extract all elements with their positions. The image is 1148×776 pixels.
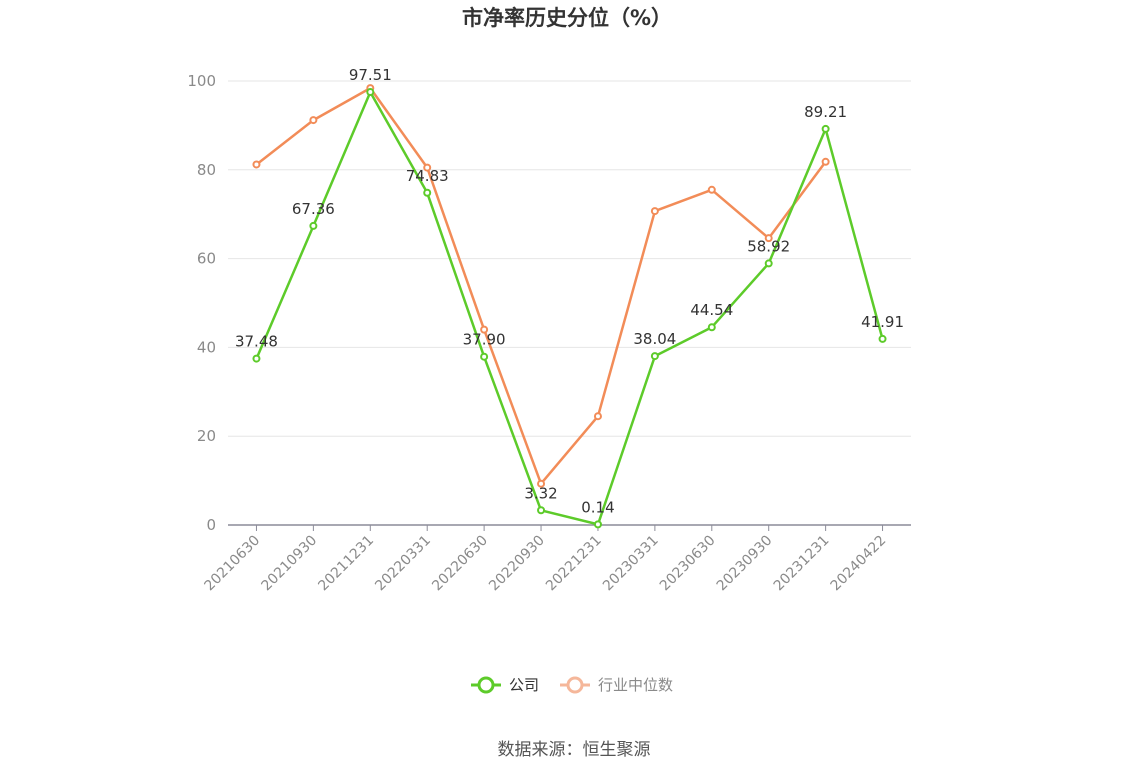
- company-data-point[interactable]: [878, 334, 887, 343]
- legend-company-label: 公司: [509, 676, 539, 694]
- y-tick-label: 80: [197, 161, 216, 179]
- industry-series-line: [255, 86, 827, 485]
- company-data-point[interactable]: [593, 520, 602, 529]
- company-series-line: [255, 90, 884, 526]
- x-tick-label: 20210930: [258, 533, 320, 595]
- y-axis: 0 20 40 60 80 100: [187, 72, 216, 534]
- company-data-point[interactable]: [764, 259, 773, 268]
- company-data-point[interactable]: [821, 124, 830, 133]
- industry-data-point[interactable]: [480, 325, 489, 334]
- x-tick-label: 20220331: [372, 533, 434, 595]
- data-label: 37.90: [463, 331, 506, 349]
- industry-data-point[interactable]: [764, 234, 773, 243]
- data-label: 41.91: [861, 313, 904, 331]
- company-data-point[interactable]: [366, 88, 375, 97]
- company-data-point[interactable]: [480, 352, 489, 361]
- legend-industry-marker: [566, 676, 584, 694]
- y-tick-label: 20: [197, 427, 216, 445]
- industry-data-point[interactable]: [593, 412, 602, 421]
- x-tick-label: 20230630: [657, 533, 719, 595]
- y-tick-label: 100: [187, 72, 216, 90]
- industry-data-point[interactable]: [252, 160, 261, 169]
- company-data-point[interactable]: [252, 354, 261, 363]
- chart-title: 市净率历史分位（%）: [462, 6, 672, 30]
- grid-lines: [228, 80, 911, 437]
- source-text: 数据来源：恒生聚源: [498, 740, 651, 760]
- company-data-point[interactable]: [650, 352, 659, 361]
- industry-data-point[interactable]: [707, 185, 716, 194]
- data-label: 97.51: [349, 66, 392, 84]
- legend[interactable]: 公司 行业中位数: [471, 676, 673, 694]
- data-label: 67.36: [292, 200, 335, 218]
- company-data-point[interactable]: [423, 188, 432, 197]
- data-label: 3.32: [524, 484, 557, 502]
- x-tick-label: 20221231: [543, 533, 605, 595]
- data-label: 74.83: [406, 167, 449, 185]
- x-tick-label: 20211231: [315, 533, 377, 595]
- data-label: 44.54: [690, 301, 733, 319]
- x-tick-label: 20210630: [202, 533, 264, 595]
- x-tick-label: 20220630: [429, 533, 491, 595]
- x-tick-label: 20220930: [486, 533, 548, 595]
- industry-data-point[interactable]: [309, 116, 318, 125]
- legend-company-marker: [477, 676, 495, 694]
- x-axis: 2021063020210930202112312022033120220630…: [202, 524, 911, 595]
- legend-item-industry[interactable]: 行业中位数: [560, 676, 673, 694]
- x-tick-label: 20230930: [714, 533, 776, 595]
- company-data-point[interactable]: [309, 221, 318, 230]
- data-labels: 37.48 67.36 97.51 74.83 37.90 3.32 0.14 38.04 44…: [235, 66, 904, 516]
- company-data-point[interactable]: [537, 506, 546, 515]
- industry-data-point[interactable]: [821, 157, 830, 166]
- x-tick-label: 20240422: [828, 533, 890, 595]
- series-layer: [252, 84, 887, 529]
- y-tick-label: 40: [197, 338, 216, 356]
- data-label: 58.92: [747, 237, 790, 255]
- industry-data-point[interactable]: [650, 207, 659, 216]
- legend-item-company[interactable]: 公司: [471, 676, 539, 694]
- y-tick-label: 60: [197, 250, 216, 268]
- industry-data-point[interactable]: [423, 163, 432, 172]
- data-label: 38.04: [633, 330, 676, 348]
- x-tick-label: 20231231: [771, 533, 833, 595]
- company-data-point[interactable]: [707, 323, 716, 332]
- data-label: 0.14: [581, 498, 614, 516]
- industry-data-point[interactable]: [537, 479, 546, 488]
- data-label: 37.48: [235, 333, 278, 351]
- legend-industry-label: 行业中位数: [598, 676, 673, 694]
- x-tick-label: 20230331: [600, 533, 662, 595]
- data-label: 89.21: [804, 103, 847, 121]
- y-tick-label: 0: [206, 516, 216, 534]
